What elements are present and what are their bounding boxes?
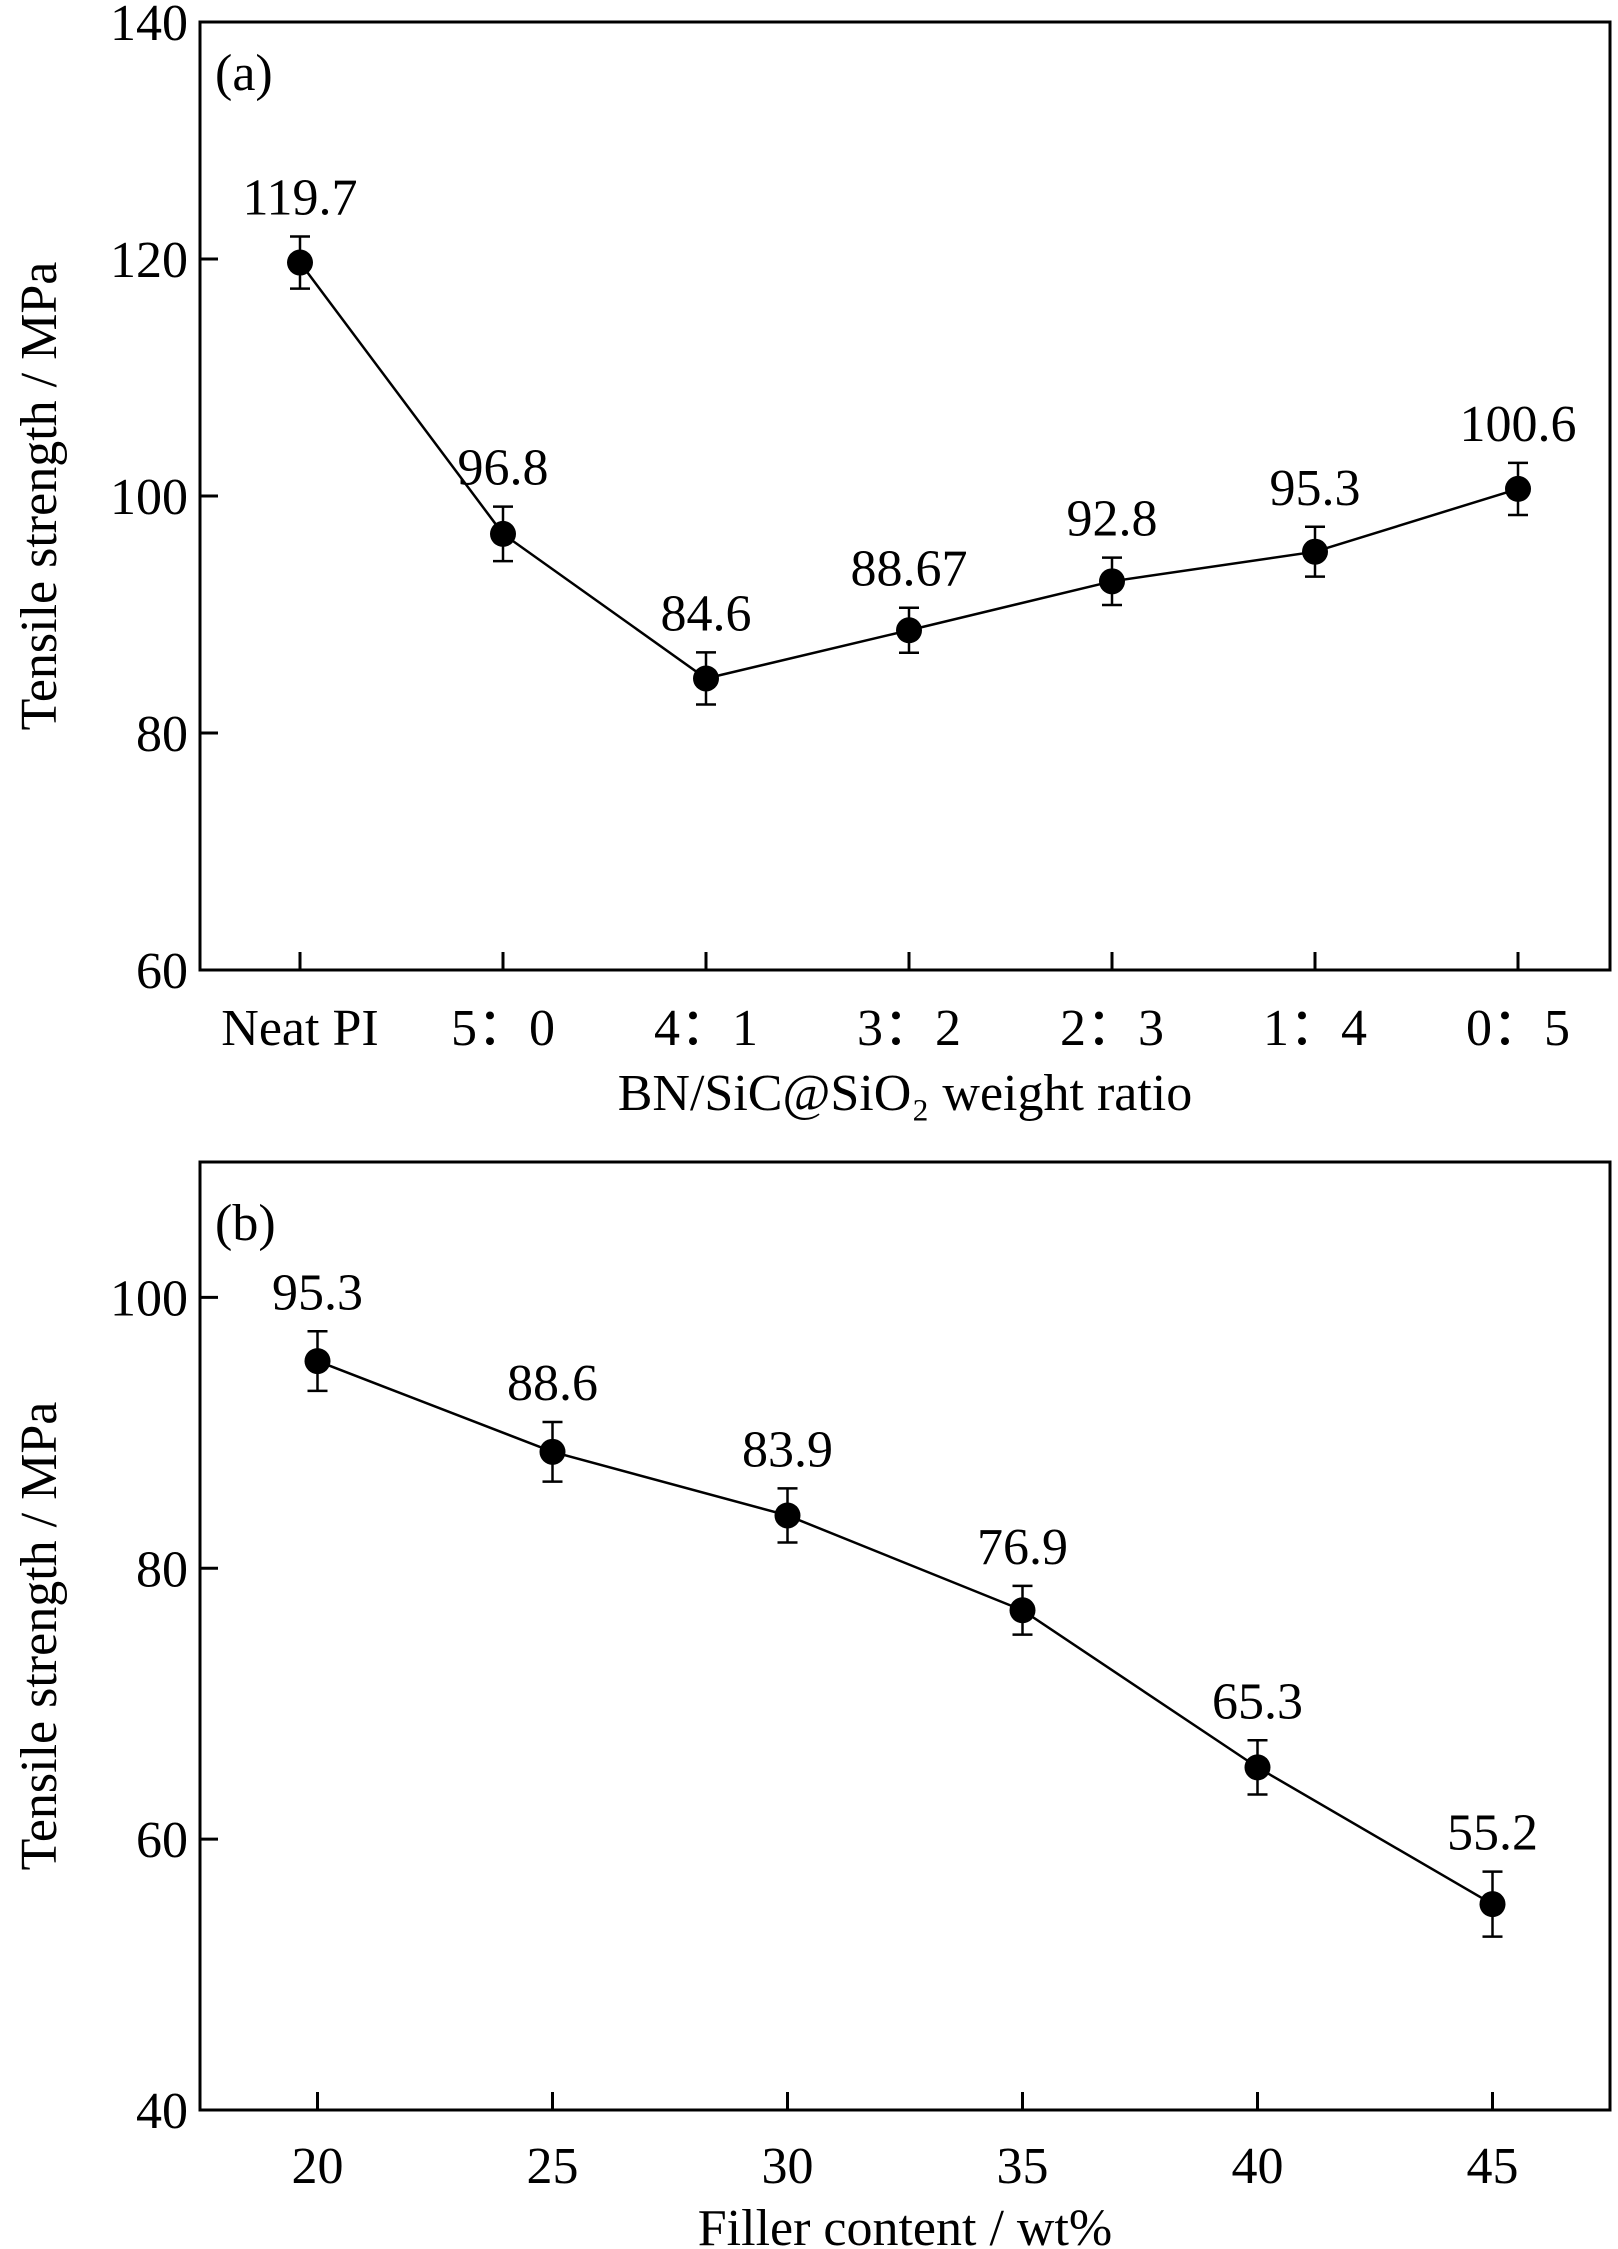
y-tick-label: 80 [136,1541,188,1598]
data-label: 84.6 [661,585,752,642]
plot-frame [198,20,1612,972]
x-tick-label: 5：0 [451,1000,555,1057]
data-point [1505,475,1531,502]
data-point [1244,1754,1271,1781]
panel-b-chart: 40 60 80 100 20 25 30 35 40 45 95.3 88.6 83.9 76.9 65.… [11,1160,1612,2249]
x-tick-label: 1：4 [1263,1000,1367,1057]
x-tick-label: 45 [1467,2138,1519,2195]
y-axis-title: Tensile strength / MPa [11,262,68,731]
data-point [1009,1597,1036,1624]
series-line [317,1359,1494,1906]
y-tick-label: 40 [136,2083,188,2140]
data-point [304,1348,331,1375]
plot-frame [198,1160,1612,2112]
panel-label: (a) [215,45,273,102]
x-tick-label: 2：3 [1060,1000,1164,1057]
x-tick-label: 25 [527,2138,579,2195]
data-label: 88.6 [507,1355,598,1412]
data-label: 76.9 [977,1519,1068,1576]
data-label: 65.3 [1212,1673,1303,1730]
y-tick-label: 140 [110,0,188,52]
x-tick-label: 4：1 [654,1000,758,1057]
y-tick-label: 100 [110,1270,188,1327]
data-label: 83.9 [742,1421,833,1478]
panel-label: (b) [215,1195,276,1252]
data-label: 96.8 [458,440,549,497]
y-axis-title: Tensile strength / MPa [11,1402,68,1871]
panel-a-chart: 60 80 100 120 140 Neat PI 5：0 4：1 3：2 2：3 1：4 0：5 11… [11,0,1612,1122]
data-label: 95.3 [272,1264,363,1321]
data-point [490,520,516,547]
data-point [896,617,922,644]
y-tick-label: 80 [136,706,188,763]
x-tick-label: Neat PI [221,1000,378,1057]
data-label: 92.8 [1067,491,1158,548]
y-tick-label: 60 [136,943,188,1000]
y-tick-label: 100 [110,469,188,526]
data-label: 119.7 [242,169,357,226]
x-tick-label: 35 [997,2138,1049,2195]
data-point [693,665,719,692]
data-point [287,249,313,276]
x-axis-title: BN/SiC@SiO₂ weight ratio [618,1065,1193,1122]
data-point [1302,538,1328,565]
x-tick-label: 30 [762,2138,814,2195]
x-tick-label: 20 [292,2138,344,2195]
x-tick-label: 0：5 [1466,1000,1570,1057]
data-point [539,1438,566,1465]
data-point [1479,1891,1506,1918]
data-point [1099,568,1125,595]
data-label: 100.6 [1460,396,1577,453]
x-tick-label: 3：2 [857,1000,961,1057]
y-tick-label: 120 [110,232,188,289]
x-tick-label: 40 [1232,2138,1284,2195]
data-label: 55.2 [1447,1805,1538,1862]
y-tick-label: 60 [136,1812,188,1869]
x-axis-title: Filler content / wt% [698,2200,1112,2249]
data-label: 88.67 [851,541,968,598]
data-label: 95.3 [1270,460,1361,517]
data-point [774,1502,801,1529]
